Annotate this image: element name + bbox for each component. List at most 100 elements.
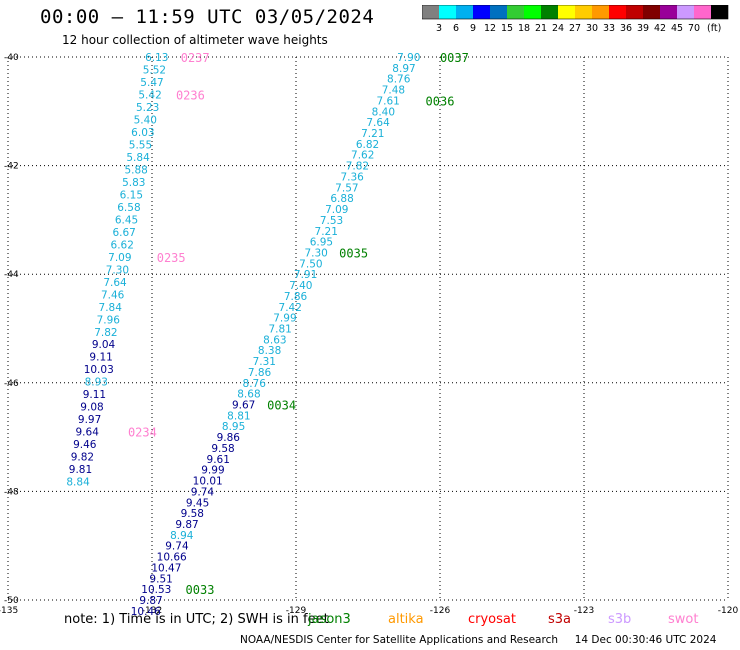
wave-height-value: 9.97 [78, 414, 101, 426]
colorbar-swatch [626, 5, 643, 19]
generated-timestamp: 14 Dec 00:30:46 UTC 2024 [574, 634, 717, 646]
colorbar-unit: (ft) [707, 23, 721, 34]
wave-height-value: 9.99 [201, 465, 224, 477]
wave-height-value: 6.67 [112, 227, 135, 239]
longitude-tick-label: -123 [574, 606, 594, 616]
colorbar-tick-label: 45 [671, 23, 683, 34]
colorbar-swatch [592, 5, 609, 19]
wave-height-value: 8.93 [85, 377, 108, 389]
wave-height-value: 8.68 [237, 389, 260, 401]
pass-time-label: 0234 [128, 426, 157, 440]
wave-height-value: 7.86 [248, 367, 272, 379]
wave-height-value: 7.30 [304, 247, 327, 259]
wave-height-value: 5.88 [124, 164, 147, 176]
colorbar-tick-label: 18 [518, 23, 530, 34]
pass-time-label: 0037 [440, 51, 469, 65]
wave-height-value: 8.63 [263, 334, 286, 346]
wave-height-value: 6.45 [115, 214, 138, 226]
wave-height-value: 5.47 [140, 77, 163, 89]
longitude-tick-label: -129 [286, 606, 307, 616]
wave-height-value: 7.99 [273, 313, 296, 325]
wave-height-value: 7.81 [268, 324, 291, 336]
wave-height-value: 10.03 [84, 364, 114, 376]
pass-time-label: 0237 [181, 51, 210, 65]
wave-height-value: 7.48 [382, 85, 405, 97]
colorbar-swatch [490, 5, 507, 19]
colorbar-tick-label: 27 [569, 23, 581, 34]
satellite-legend-altika: altika [388, 612, 424, 627]
wave-height-value: 9.46 [73, 439, 97, 451]
wave-height-value: 8.81 [227, 410, 250, 422]
wave-height-value: 7.46 [101, 289, 125, 301]
wave-height-value: 6.62 [111, 239, 134, 251]
footer-note: note: 1) Time is in UTC; 2) SWH is in fe… [64, 612, 329, 627]
wave-height-value: 9.58 [211, 443, 234, 455]
wave-height-value: 8.97 [392, 63, 415, 75]
wave-height-value: 9.87 [175, 519, 198, 531]
colorbar-swatch [575, 5, 592, 19]
wave-height-value: 7.21 [361, 128, 384, 140]
colorbar-swatch [643, 5, 660, 19]
wave-height-value: 5.84 [126, 152, 150, 164]
colorbar-tick-label: 33 [603, 23, 615, 34]
wave-height-value: 7.30 [106, 264, 129, 276]
colorbar-tick-label: 30 [586, 23, 598, 34]
wave-height-value: 9.58 [181, 508, 204, 520]
colorbar-swatch [677, 5, 694, 19]
wave-height-value: 5.40 [134, 114, 157, 126]
latitude-tick-label: -48 [4, 487, 19, 497]
wave-height-value: 7.40 [289, 280, 312, 292]
wave-height-value: 7.90 [397, 52, 420, 64]
colorbar-tick-label: 36 [620, 23, 632, 34]
wave-height-value: 7.36 [340, 171, 364, 183]
colorbar-swatch [439, 5, 456, 19]
wave-height-value: 7.31 [253, 356, 276, 368]
wave-height-value: 10.53 [141, 584, 171, 596]
wave-height-value: 7.64 [103, 277, 127, 289]
longitude-tick-label: -135 [0, 606, 18, 616]
latitude-tick-label: -46 [4, 379, 19, 389]
wave-height-value: 6.95 [310, 237, 333, 249]
colorbar-swatch [609, 5, 626, 19]
colorbar-tick-label: 42 [654, 23, 666, 34]
wave-height-value: 8.95 [222, 421, 245, 433]
credit-org: NOAA/NESDIS Center for Satellite Applica… [240, 634, 558, 646]
wave-height-value: 7.64 [366, 117, 390, 129]
colorbar-swatch [694, 5, 711, 19]
colorbar-swatch [456, 5, 473, 19]
colorbar-swatch [524, 5, 541, 19]
wave-height-value: 10.46 [131, 606, 161, 618]
wave-height-value: 6.15 [120, 189, 143, 201]
satellite-legend-jason3: jason3 [308, 612, 351, 627]
wave-height-value: 9.51 [149, 573, 172, 585]
wave-height-value: 9.86 [217, 432, 241, 444]
colorbar-swatch [473, 5, 490, 19]
longitude-tick-label: -126 [430, 606, 451, 616]
colorbar-swatch [507, 5, 524, 19]
wave-height-value: 5.42 [138, 89, 161, 101]
wave-height-value: 7.53 [320, 215, 343, 227]
latitude-tick-label: -40 [4, 53, 19, 63]
wave-height-value: 7.61 [376, 95, 399, 107]
pass-time-label: 0236 [176, 88, 205, 102]
wave-height-value: 9.64 [76, 427, 100, 439]
wave-height-value: 10.66 [157, 552, 187, 564]
latitude-tick-label: -44 [4, 270, 19, 280]
wave-height-value: 7.84 [99, 302, 123, 314]
pass-time-label: 0035 [339, 246, 368, 260]
latitude-tick-label: -50 [4, 596, 19, 606]
wave-height-value: 8.76 [387, 74, 411, 86]
wave-height-value: 9.11 [89, 352, 112, 364]
wave-height-value: 7.42 [279, 302, 302, 314]
wave-height-value: 8.76 [243, 378, 267, 390]
color-scale-legend: 3 6 9 12 15 18 21 24 27 30 33 36 39 42 45 70 (ft) [422, 5, 729, 34]
footer-credit: NOAA/NESDIS Center for Satellite Applica… [240, 634, 716, 646]
colorbar-tick-label: 39 [637, 23, 649, 34]
colorbar-swatch [558, 5, 575, 19]
wave-height-value: 9.67 [232, 400, 255, 412]
colorbar-tick-label: 24 [552, 23, 564, 34]
wave-height-value: 7.09 [108, 252, 131, 264]
wave-height-value: 8.40 [372, 106, 395, 118]
wave-height-value: 8.84 [66, 477, 90, 489]
